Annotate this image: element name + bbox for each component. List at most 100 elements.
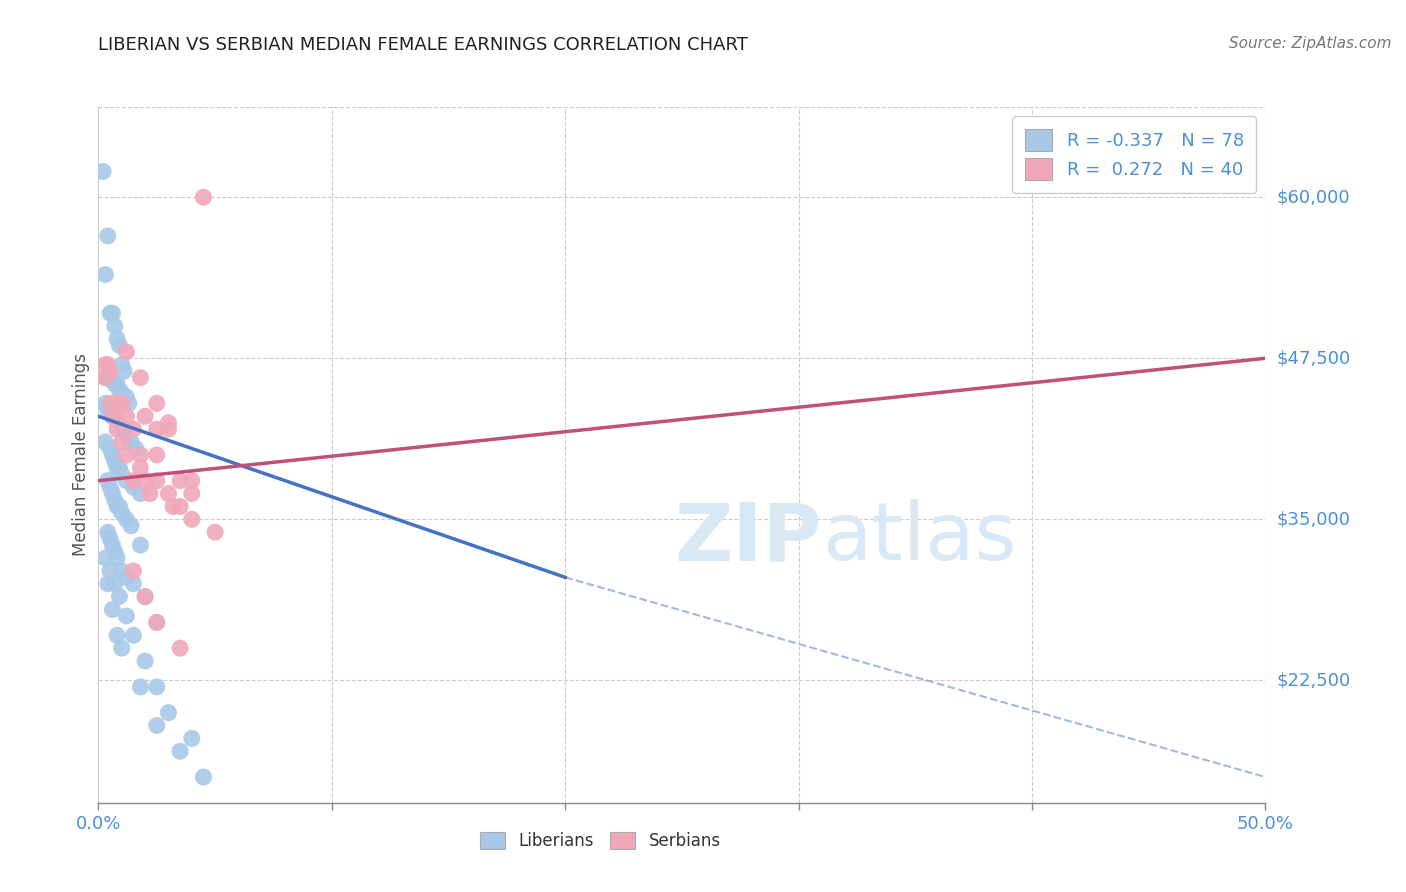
Point — [115, 428, 138, 442]
Point — [157, 706, 180, 720]
Point — [101, 486, 124, 500]
Point — [115, 344, 138, 359]
Point — [157, 416, 180, 430]
Y-axis label: Median Female Earnings: Median Female Earnings — [72, 353, 90, 557]
Point — [104, 409, 127, 424]
Point — [129, 486, 152, 500]
Point — [120, 435, 142, 450]
Point — [115, 390, 138, 404]
Point — [105, 332, 128, 346]
Point — [94, 268, 117, 282]
Point — [94, 435, 117, 450]
Point — [157, 422, 180, 436]
Point — [94, 396, 117, 410]
Point — [139, 486, 162, 500]
Point — [169, 744, 191, 758]
Point — [108, 590, 131, 604]
Point — [105, 500, 128, 514]
Point — [122, 576, 145, 591]
Point — [101, 602, 124, 616]
Point — [98, 402, 121, 417]
Point — [204, 525, 226, 540]
Point — [122, 474, 145, 488]
Point — [111, 641, 134, 656]
Point — [94, 370, 117, 384]
Point — [111, 564, 134, 578]
Point — [98, 364, 121, 378]
Point — [105, 551, 128, 566]
Point — [98, 480, 121, 494]
Point — [94, 358, 117, 372]
Point — [120, 518, 142, 533]
Point — [111, 467, 134, 482]
Point — [111, 386, 134, 401]
Point — [111, 506, 134, 520]
Point — [169, 500, 191, 514]
Point — [115, 474, 138, 488]
Point — [101, 409, 124, 424]
Point — [146, 448, 169, 462]
Point — [105, 628, 128, 642]
Point — [146, 615, 169, 630]
Point — [94, 370, 117, 384]
Point — [193, 190, 215, 204]
Point — [101, 448, 124, 462]
Text: Source: ZipAtlas.com: Source: ZipAtlas.com — [1229, 36, 1392, 51]
Text: $60,000: $60,000 — [1277, 188, 1350, 206]
Point — [122, 564, 145, 578]
Point — [118, 396, 141, 410]
Point — [162, 500, 184, 514]
Point — [101, 538, 124, 552]
Point — [129, 460, 152, 475]
Point — [105, 460, 128, 475]
Point — [97, 228, 120, 243]
Point — [180, 486, 202, 500]
Text: ZIP: ZIP — [675, 500, 823, 577]
Point — [111, 358, 134, 372]
Point — [104, 493, 127, 508]
Point — [146, 422, 169, 436]
Point — [97, 402, 120, 417]
Point — [146, 474, 169, 488]
Point — [134, 654, 156, 668]
Point — [193, 770, 215, 784]
Point — [98, 532, 121, 546]
Point — [108, 384, 131, 398]
Point — [108, 338, 131, 352]
Point — [98, 306, 121, 320]
Point — [104, 544, 127, 558]
Point — [108, 500, 131, 514]
Point — [111, 396, 134, 410]
Point — [122, 628, 145, 642]
Point — [180, 474, 202, 488]
Text: $35,000: $35,000 — [1277, 510, 1351, 528]
Point — [111, 422, 134, 436]
Point — [97, 525, 120, 540]
Point — [91, 164, 114, 178]
Point — [101, 373, 124, 387]
Point — [157, 486, 180, 500]
Point — [104, 454, 127, 468]
Point — [104, 319, 127, 334]
Point — [134, 590, 156, 604]
Point — [115, 609, 138, 624]
Point — [97, 474, 120, 488]
Point — [180, 512, 202, 526]
Point — [169, 474, 191, 488]
Text: $22,500: $22,500 — [1277, 672, 1351, 690]
Point — [122, 480, 145, 494]
Point — [129, 370, 152, 384]
Point — [115, 409, 138, 424]
Point — [97, 576, 120, 591]
Point — [98, 564, 121, 578]
Point — [105, 377, 128, 392]
Point — [129, 538, 152, 552]
Point — [180, 731, 202, 746]
Point — [115, 570, 138, 584]
Point — [105, 396, 128, 410]
Point — [97, 358, 120, 372]
Point — [134, 409, 156, 424]
Point — [101, 306, 124, 320]
Point — [97, 370, 120, 384]
Point — [105, 416, 128, 430]
